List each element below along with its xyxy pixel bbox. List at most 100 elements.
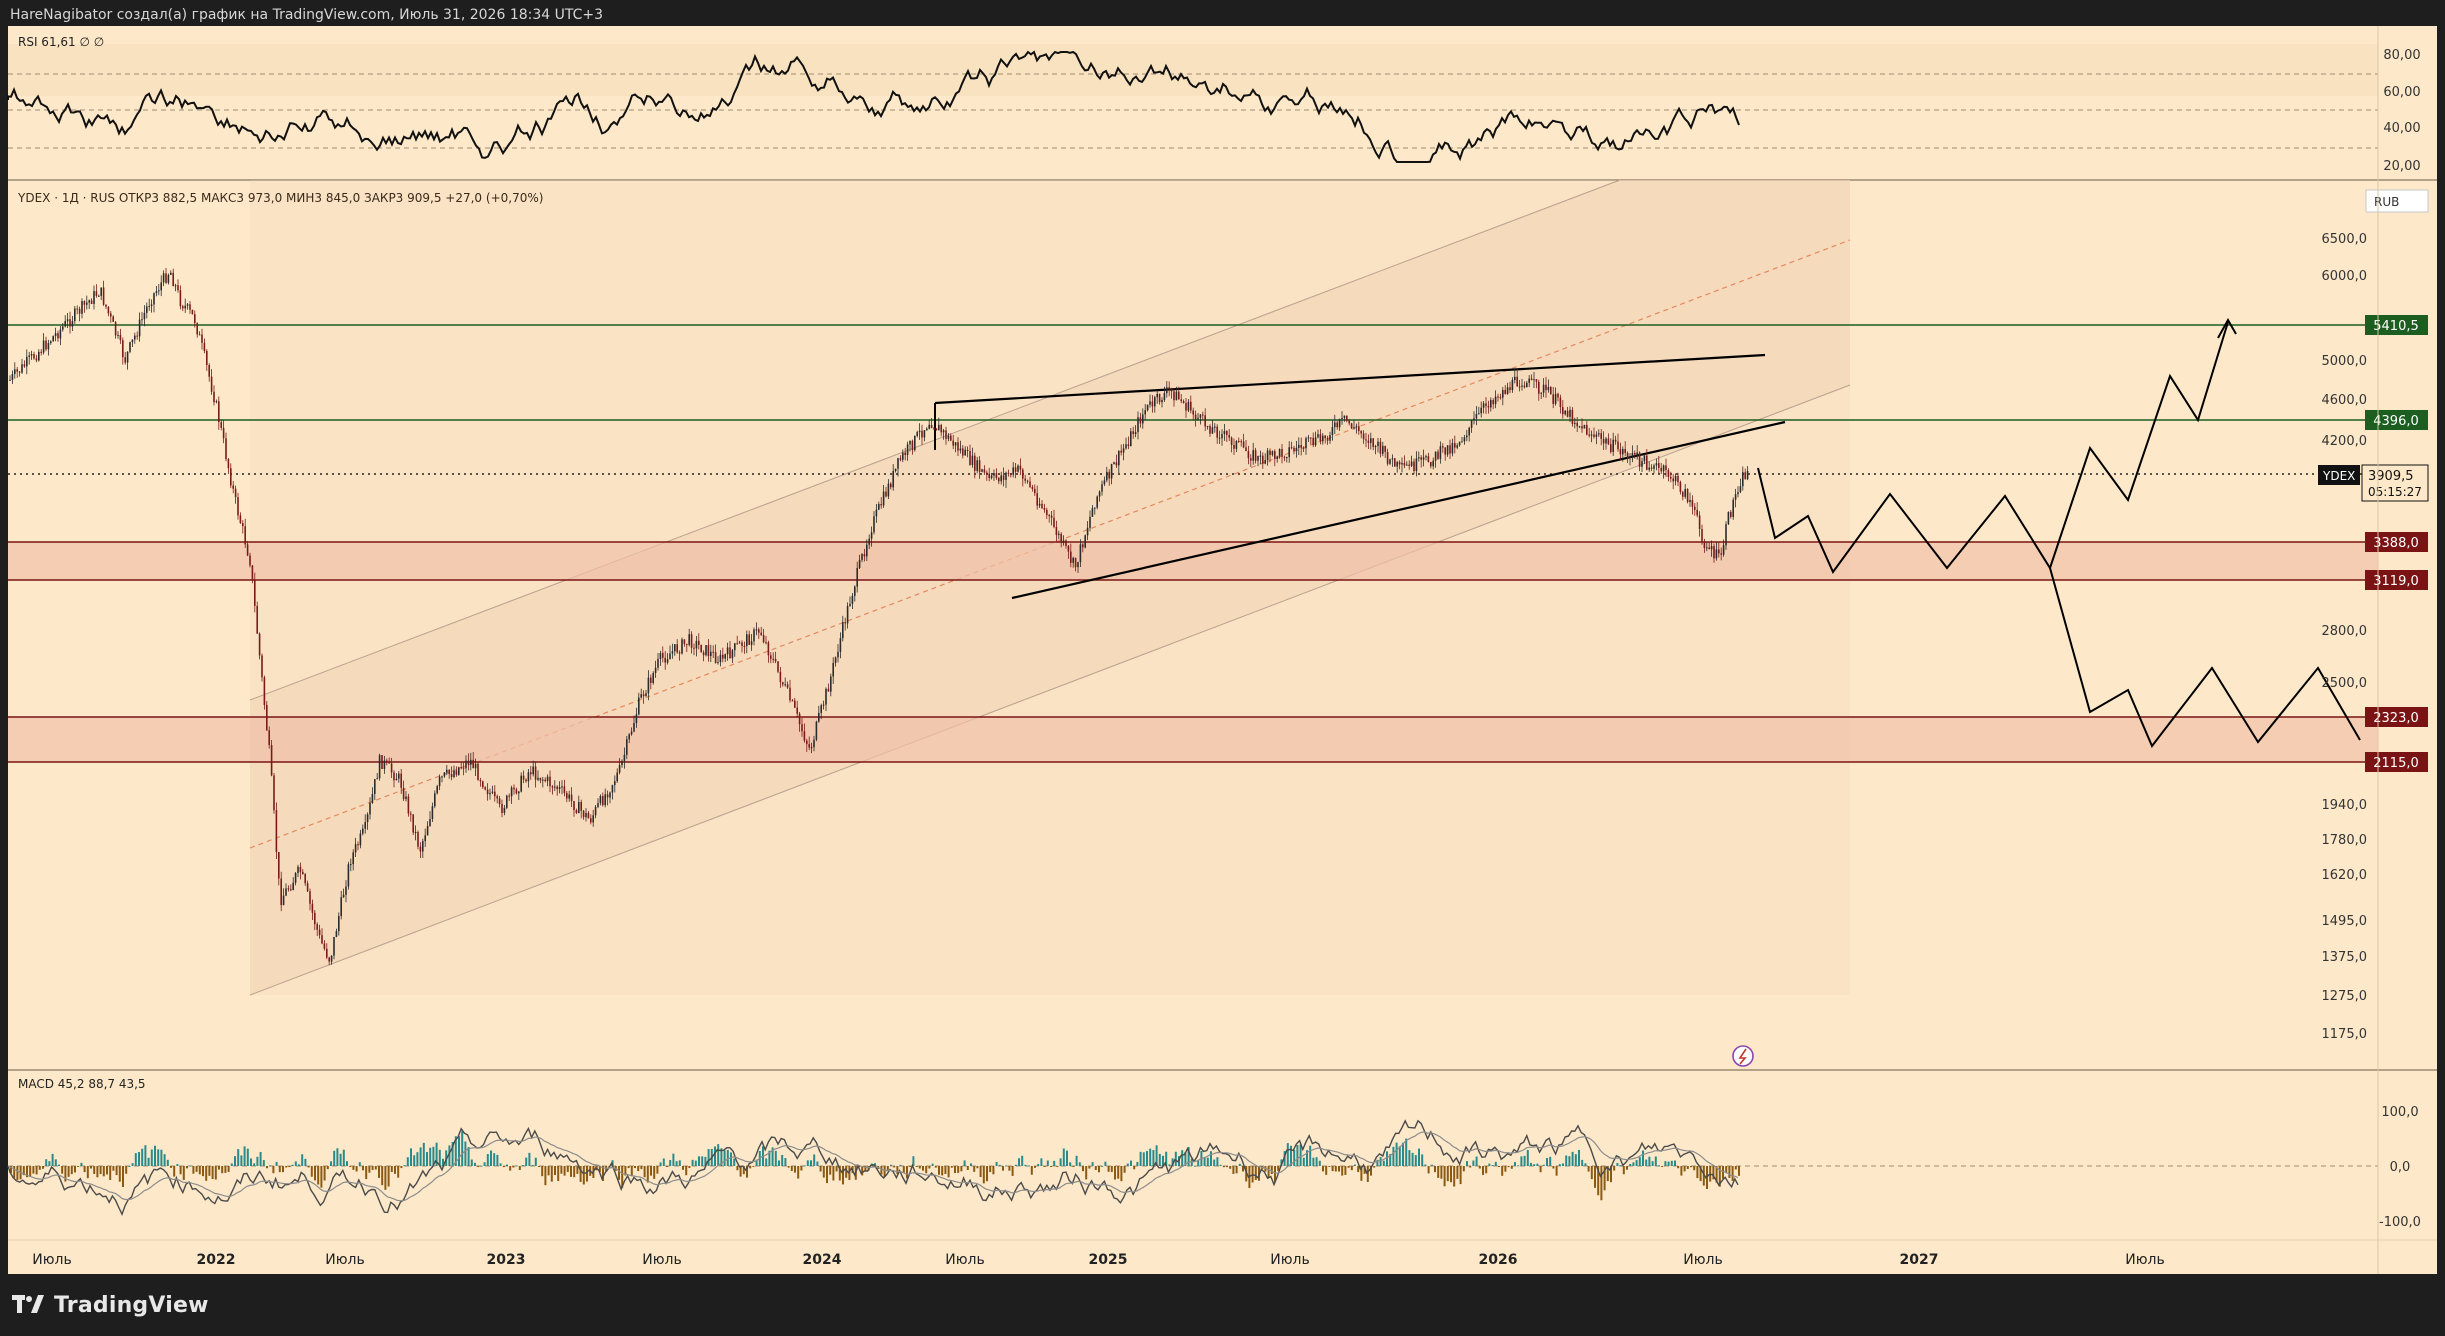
candle-body bbox=[1163, 393, 1166, 400]
regression-channel-fill bbox=[250, 180, 1850, 995]
macd-bar bbox=[890, 1164, 892, 1166]
macd-bar bbox=[765, 1158, 768, 1166]
macd-bar bbox=[672, 1153, 675, 1166]
candle-body bbox=[767, 642, 770, 656]
candle-body bbox=[741, 642, 743, 647]
candle-body bbox=[633, 723, 635, 732]
candle-body bbox=[186, 304, 189, 306]
macd-bar bbox=[1600, 1166, 1603, 1201]
candle-body bbox=[479, 780, 482, 782]
macd-bar bbox=[435, 1142, 438, 1166]
candle-body bbox=[1209, 425, 1211, 434]
macd-bar bbox=[166, 1159, 169, 1166]
candle-body bbox=[671, 651, 674, 654]
candle-body bbox=[1727, 511, 1730, 525]
candle-body bbox=[1053, 517, 1055, 527]
candle-body bbox=[443, 772, 446, 777]
macd-bar bbox=[1136, 1161, 1139, 1166]
macd-bar bbox=[573, 1166, 576, 1178]
macd-bar bbox=[250, 1158, 252, 1166]
candle-body bbox=[532, 766, 534, 775]
candle-body bbox=[1394, 458, 1396, 467]
main-pane: YDEX · 1Д · RUS ОТКР3 882,5 МАКС3 973,0 … bbox=[8, 179, 2437, 1071]
candle-body bbox=[244, 526, 246, 545]
candle-body bbox=[1386, 451, 1389, 464]
candle-body bbox=[158, 290, 160, 292]
candle-body bbox=[1650, 467, 1653, 469]
candle-body bbox=[539, 777, 542, 781]
candle-body bbox=[1497, 396, 1499, 398]
candle-body bbox=[369, 803, 371, 815]
macd-bar bbox=[16, 1166, 19, 1180]
macd-bar bbox=[550, 1166, 553, 1182]
macd-bar bbox=[109, 1166, 112, 1180]
macd-bar bbox=[1014, 1164, 1017, 1166]
candle-body bbox=[815, 721, 818, 740]
candle-body bbox=[198, 334, 201, 336]
candle-body bbox=[1478, 413, 1480, 415]
macd-bar bbox=[1043, 1166, 1046, 1167]
macd-bar bbox=[266, 1166, 268, 1169]
macd-bar bbox=[730, 1152, 732, 1166]
candle-body bbox=[707, 645, 710, 657]
candle-body bbox=[1612, 439, 1614, 452]
candle-body bbox=[986, 472, 988, 474]
macd-bar bbox=[883, 1166, 886, 1177]
candle-body bbox=[662, 652, 664, 658]
candle-body bbox=[1151, 401, 1154, 407]
macd-bar bbox=[454, 1136, 457, 1166]
candle-body bbox=[138, 319, 141, 337]
macd-bar bbox=[1562, 1163, 1564, 1166]
candle-body bbox=[460, 767, 462, 769]
macd-bar bbox=[1725, 1166, 1728, 1173]
candle-body bbox=[450, 774, 453, 778]
candle-body bbox=[326, 948, 328, 958]
macd-bar bbox=[598, 1166, 601, 1173]
candle-body bbox=[179, 290, 182, 307]
macd-bar bbox=[310, 1166, 313, 1177]
macd-bar bbox=[1408, 1150, 1411, 1166]
candle-body bbox=[1482, 403, 1485, 408]
candle-body bbox=[827, 688, 830, 692]
macd-bar bbox=[1514, 1162, 1516, 1166]
candle-body bbox=[237, 497, 239, 516]
macd-bar bbox=[634, 1166, 636, 1169]
time-tick: 2023 bbox=[487, 1252, 526, 1268]
macd-bar bbox=[86, 1166, 89, 1179]
price-tick: 1780,0 bbox=[2322, 833, 2368, 848]
candle-body bbox=[189, 304, 191, 310]
candle-body bbox=[299, 866, 302, 872]
macd-bar bbox=[643, 1166, 646, 1178]
price-tick: 1375,0 bbox=[2322, 950, 2368, 965]
candle-body bbox=[429, 819, 431, 827]
candle-body bbox=[681, 639, 683, 654]
last-price-countdown: 05:15:27 bbox=[2368, 485, 2422, 499]
macd-bar bbox=[784, 1158, 787, 1166]
candle-body bbox=[230, 468, 232, 486]
macd-bar bbox=[1651, 1161, 1654, 1166]
forecast-arrow-icon bbox=[2217, 317, 2237, 339]
macd-bar bbox=[330, 1161, 332, 1166]
macd-bar bbox=[1453, 1166, 1456, 1187]
candle-body bbox=[779, 671, 782, 683]
candle-body bbox=[1288, 447, 1290, 458]
macd-bar bbox=[1411, 1152, 1414, 1166]
candle-body bbox=[1389, 459, 1391, 464]
candle-body bbox=[424, 835, 426, 842]
candle-body bbox=[602, 796, 604, 806]
candle-body bbox=[278, 851, 280, 879]
macd-bar bbox=[275, 1161, 278, 1166]
candle-body bbox=[1283, 456, 1286, 458]
macd-bar bbox=[1341, 1166, 1344, 1176]
macd-bar bbox=[1274, 1166, 1276, 1183]
macd-bar bbox=[893, 1166, 896, 1168]
candle-body bbox=[578, 802, 580, 814]
candle-body bbox=[1026, 480, 1029, 482]
macd-bar bbox=[221, 1166, 224, 1174]
macd-bar bbox=[272, 1166, 275, 1174]
candle-body bbox=[350, 864, 352, 866]
tradingview-brand[interactable]: TradingView bbox=[12, 1290, 209, 1322]
macd-bar bbox=[1482, 1166, 1484, 1175]
candle-body bbox=[494, 791, 496, 797]
